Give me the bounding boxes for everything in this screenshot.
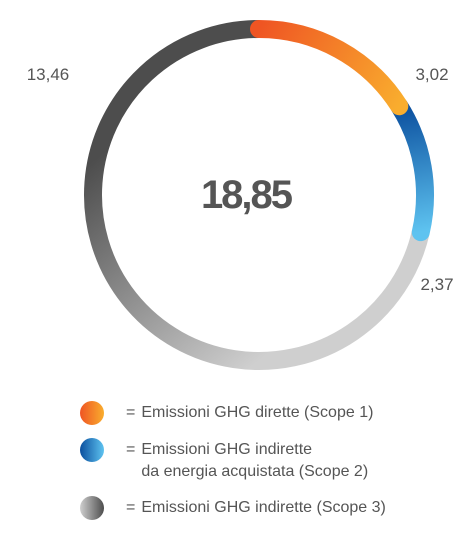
- legend-prefix: =: [126, 441, 136, 458]
- legend-prefix: =: [126, 499, 136, 516]
- donut-segment: [250, 20, 409, 116]
- legend-swatch: [80, 401, 104, 425]
- legend-item: = Emissioni GHG dirette (Scope 1): [80, 401, 450, 425]
- legend-label: Emissioni GHG indirette (Scope 3): [141, 499, 386, 516]
- legend-label: Emissioni GHG dirette (Scope 1): [141, 404, 374, 421]
- legend: = Emissioni GHG dirette (Scope 1) = Emissio…: [80, 401, 450, 534]
- legend-prefix: =: [126, 404, 136, 421]
- legend-swatch: [80, 438, 104, 462]
- legend-swatch: [80, 496, 104, 520]
- legend-item: = Emissioni GHG indirette da energia acqu…: [80, 438, 450, 483]
- legend-item: = Emissioni GHG indirette (Scope 3): [80, 496, 450, 520]
- donut-segment: [390, 97, 434, 242]
- center-total: 18,85: [201, 173, 293, 217]
- value-label: 13,46: [27, 65, 70, 84]
- value-label: 3,02: [415, 65, 448, 84]
- donut-segment: [84, 20, 430, 370]
- value-label: 2,37: [420, 275, 453, 294]
- legend-label: Emissioni GHG indirette da energia acqui…: [141, 441, 369, 480]
